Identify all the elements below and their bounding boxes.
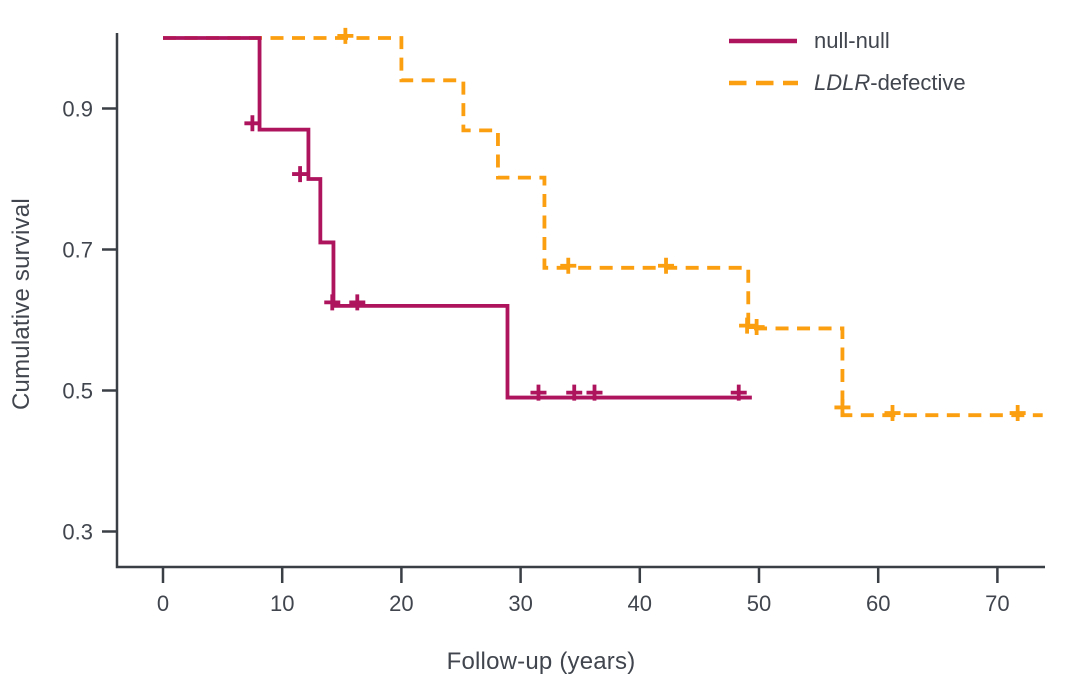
x-axis-tick-label: 0 bbox=[157, 591, 169, 616]
legend: null-null LDLR-defective bbox=[728, 20, 1068, 104]
x-axis-title: Follow-up (years) bbox=[446, 648, 636, 675]
censor-mark-ldlr-defective bbox=[337, 27, 354, 44]
censor-mark-null-null bbox=[292, 166, 309, 183]
legend-swatch-null-null-line bbox=[729, 38, 797, 44]
x-axis-tick-label: 40 bbox=[628, 591, 652, 616]
axis-spine bbox=[115, 33, 1045, 569]
x-axis-tick-label: 50 bbox=[747, 591, 771, 616]
x-axis-tick-label: 30 bbox=[508, 591, 532, 616]
censor-mark-ldlr-defective bbox=[834, 399, 851, 416]
censor-mark-ldlr-defective bbox=[748, 319, 765, 336]
legend-item-ldlr-defective: LDLR-defective bbox=[728, 62, 1068, 104]
censor-mark-ldlr-defective bbox=[658, 257, 675, 274]
y-axis-tick-label: 0.9 bbox=[62, 97, 93, 122]
legend-label-null-null: null-null bbox=[814, 28, 890, 53]
censor-mark-null-null bbox=[730, 384, 747, 401]
series-line-ldlr-defective bbox=[163, 36, 1043, 418]
x-axis-tick-label: 20 bbox=[389, 591, 413, 616]
censor-mark-ldlr-defective bbox=[1009, 405, 1026, 422]
x-axis-tick-label: 60 bbox=[866, 591, 890, 616]
censor-mark-null-null bbox=[324, 294, 341, 311]
x-axis-tick-label: 10 bbox=[270, 591, 294, 616]
censor-mark-null-null bbox=[349, 294, 366, 311]
censor-mark-null-null bbox=[586, 384, 603, 401]
censor-mark-ldlr-defective bbox=[884, 405, 901, 422]
legend-label-ldlr-defective: LDLR-defective bbox=[814, 70, 966, 95]
censor-mark-null-null bbox=[566, 384, 583, 401]
censor-mark-null-null bbox=[530, 384, 547, 401]
y-axis-title: Cumulative survival bbox=[8, 198, 35, 410]
y-axis-tick-label: 0.5 bbox=[62, 379, 93, 404]
y-axis-tick-label: 0.3 bbox=[62, 520, 93, 545]
legend-swatch-ldlr-defective-line bbox=[729, 80, 798, 86]
series-line-null-null bbox=[163, 36, 752, 400]
censor-mark-ldlr-defective bbox=[560, 257, 577, 274]
y-axis-tick-label: 0.7 bbox=[62, 238, 93, 263]
legend-item-null-null: null-null bbox=[728, 20, 1068, 62]
censor-mark-null-null bbox=[244, 115, 261, 132]
x-axis-tick-label: 70 bbox=[985, 591, 1009, 616]
